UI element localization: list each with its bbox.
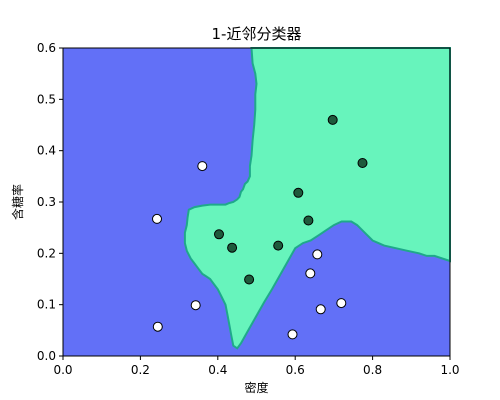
y-axis: 0.0 0.1 0.2 0.3 0.4 0.5 0.6 <box>37 41 63 363</box>
y-tick-label-0: 0.0 <box>37 349 56 363</box>
x-tick-label-2: 0.4 <box>208 363 227 377</box>
y-tick-label-5: 0.5 <box>37 92 56 106</box>
x-tick-label-0: 0.0 <box>53 363 72 377</box>
positive-point-4 <box>214 229 224 240</box>
negative-point-8 <box>152 321 163 332</box>
x-tick-label-5: 1.0 <box>440 363 459 377</box>
x-axis: 0.0 0.2 0.4 0.6 0.8 1.0 <box>53 356 460 377</box>
positive-point-2 <box>293 187 304 198</box>
x-axis-label: 密度 <box>244 380 268 395</box>
positive-region <box>183 47 451 350</box>
negative-point-4 <box>336 298 347 309</box>
negative-point-1 <box>152 213 162 224</box>
positive-point-6 <box>273 240 284 251</box>
data-points <box>152 114 368 340</box>
x-tick-label-3: 0.6 <box>286 363 305 377</box>
x-tick-label-1: 0.2 <box>131 363 150 377</box>
negative-point-6 <box>315 304 326 315</box>
y-tick-label-1: 0.1 <box>37 298 56 312</box>
chart-title: 1-近邻分类器 <box>212 25 302 43</box>
positive-point-0 <box>327 114 338 125</box>
positive-point-7 <box>244 274 255 285</box>
x-tick-label-4: 0.8 <box>363 363 382 377</box>
negative-point-0 <box>197 161 208 172</box>
y-tick-label-6: 0.6 <box>37 41 56 55</box>
positive-point-3 <box>303 215 314 226</box>
y-tick-label-4: 0.4 <box>37 144 56 158</box>
plot-area <box>62 47 451 357</box>
y-tick-label-3: 0.3 <box>37 195 56 209</box>
negative-point-3 <box>305 268 316 279</box>
negative-point-5 <box>190 300 201 311</box>
positive-point-1 <box>357 158 368 168</box>
negative-point-2 <box>312 249 323 260</box>
negative-point-7 <box>287 329 298 340</box>
positive-point-5 <box>227 242 238 253</box>
y-tick-label-2: 0.2 <box>37 246 56 260</box>
y-axis-label: 含糖率 <box>10 184 25 220</box>
